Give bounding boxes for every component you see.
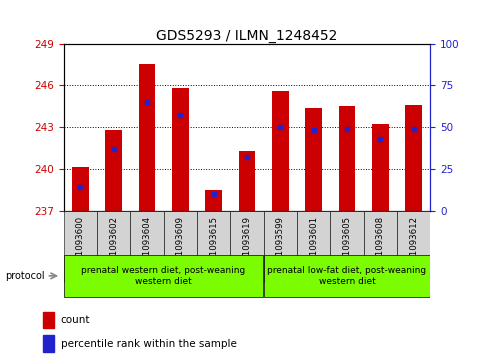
Point [343, 126, 350, 132]
Bar [238, 151, 255, 211]
Bar [43, 311, 54, 328]
Bar [363, 211, 396, 283]
Bar [338, 106, 355, 211]
Point [109, 146, 117, 152]
Bar [271, 91, 288, 211]
Bar [197, 211, 230, 283]
Bar [264, 255, 429, 297]
Title: GDS5293 / ILMN_1248452: GDS5293 / ILMN_1248452 [156, 29, 337, 42]
Bar [305, 107, 321, 211]
Point [209, 191, 217, 197]
Point [276, 124, 284, 130]
Bar [205, 189, 222, 211]
Text: GSM1093612: GSM1093612 [408, 216, 417, 274]
Text: count: count [61, 315, 90, 325]
Point [376, 136, 384, 142]
Point [176, 113, 184, 118]
Bar [263, 211, 296, 283]
Text: prenatal western diet, post-weaning
western diet: prenatal western diet, post-weaning west… [81, 266, 245, 286]
Bar [230, 211, 263, 283]
Text: GSM1093608: GSM1093608 [375, 216, 384, 274]
Bar [43, 335, 54, 352]
Bar [296, 211, 329, 283]
Bar [138, 65, 155, 211]
Point [142, 99, 150, 105]
Bar [130, 211, 163, 283]
Bar [72, 167, 88, 211]
Bar [163, 211, 197, 283]
Point [76, 184, 84, 190]
Text: GSM1093602: GSM1093602 [109, 216, 118, 274]
Bar [371, 124, 388, 211]
Point [243, 154, 250, 160]
Text: GSM1093599: GSM1093599 [275, 216, 284, 274]
Bar [97, 211, 130, 283]
Point [409, 126, 417, 132]
Bar [105, 130, 122, 211]
Text: GSM1093604: GSM1093604 [142, 216, 151, 274]
Bar [172, 88, 188, 211]
Text: GSM1093601: GSM1093601 [308, 216, 318, 274]
Bar [64, 255, 263, 297]
Text: GSM1093605: GSM1093605 [342, 216, 351, 274]
Text: prenatal low-fat diet, post-weaning
western diet: prenatal low-fat diet, post-weaning west… [267, 266, 426, 286]
Bar [396, 211, 429, 283]
Text: protocol: protocol [5, 271, 44, 281]
Point [309, 127, 317, 133]
Bar [63, 211, 97, 283]
Bar [405, 105, 421, 211]
Text: GSM1093615: GSM1093615 [209, 216, 218, 274]
Bar [329, 211, 363, 283]
Text: GSM1093609: GSM1093609 [175, 216, 184, 274]
Text: GSM1093619: GSM1093619 [242, 216, 251, 274]
Text: percentile rank within the sample: percentile rank within the sample [61, 339, 236, 348]
Text: GSM1093600: GSM1093600 [76, 216, 84, 274]
